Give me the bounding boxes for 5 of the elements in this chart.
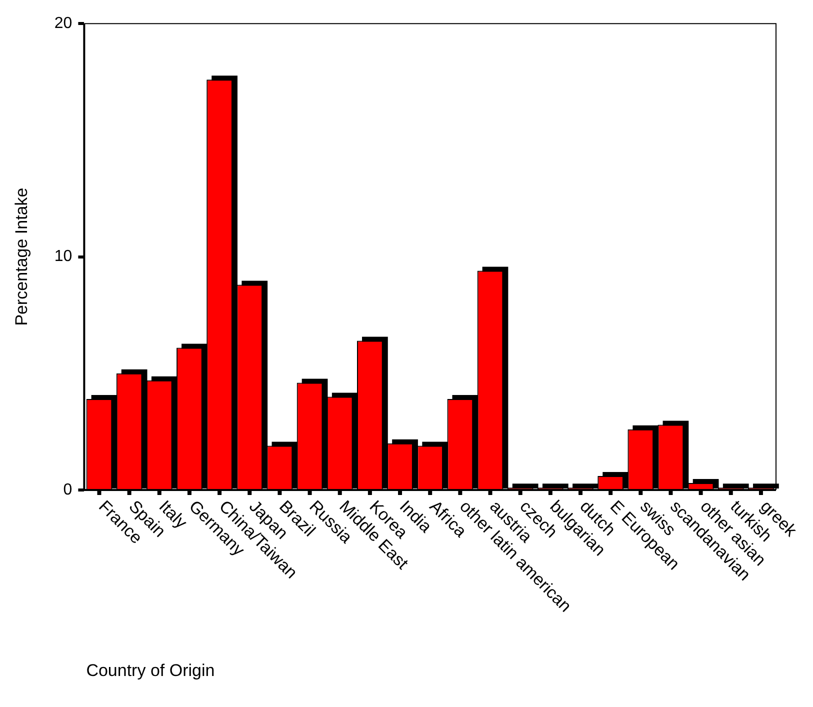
y-axis-title: Percentage Intake	[12, 188, 31, 326]
y-tick-label: 20	[54, 15, 72, 32]
y-tick-label: 10	[54, 248, 72, 266]
x-axis-title: Country of Origin	[86, 661, 215, 680]
y-tick-label: 0	[63, 481, 72, 498]
